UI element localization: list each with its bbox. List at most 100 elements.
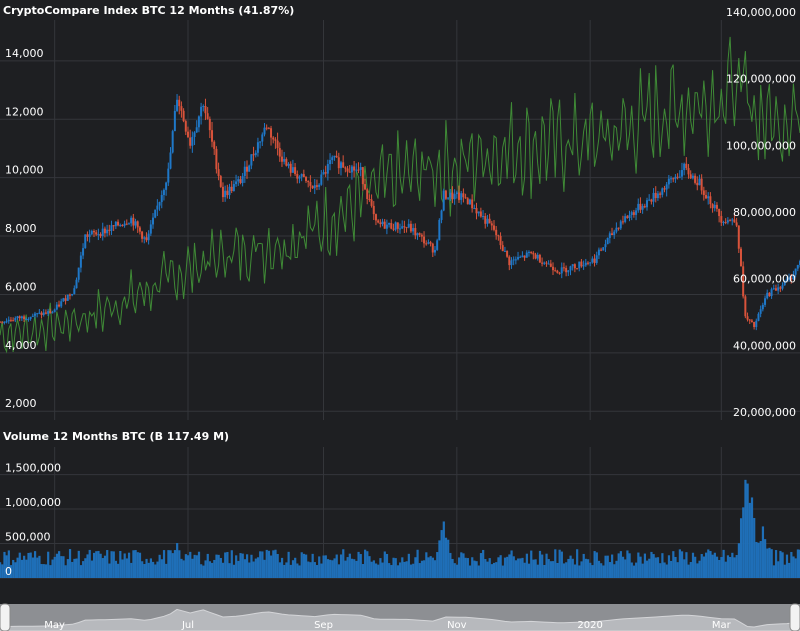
volume-bar: [471, 557, 474, 578]
volume-bar: [672, 551, 675, 578]
candle-body: [191, 136, 194, 146]
candle-body: [90, 231, 93, 235]
candle-body: [538, 254, 541, 263]
candle-body: [547, 263, 550, 265]
volume-bar: [466, 558, 469, 578]
candle-body: [322, 172, 325, 175]
candle-body: [431, 243, 434, 253]
candle-body: [357, 169, 360, 171]
volume-bar: [348, 553, 351, 578]
candle-body: [51, 312, 54, 314]
volume-bar: [125, 558, 128, 578]
volume-bar: [759, 541, 762, 578]
candle-body: [3, 321, 6, 323]
volume-bar: [495, 562, 498, 578]
candle-body: [453, 194, 456, 200]
candle-body: [311, 185, 314, 189]
volume-bar: [705, 552, 708, 578]
volume-bar: [724, 561, 727, 578]
candle-body: [237, 179, 240, 182]
volume-bar: [663, 562, 666, 578]
volume-bar: [475, 561, 478, 578]
volume-bar: [659, 563, 662, 578]
volume-bar: [420, 560, 424, 578]
candle-body: [125, 223, 128, 225]
volume-bar: [440, 530, 443, 578]
volume-bar: [79, 565, 83, 578]
navigator-left-handle[interactable]: [0, 603, 11, 631]
candle-body: [617, 227, 620, 229]
volume-bar: [204, 560, 207, 578]
volume-bar: [318, 556, 321, 578]
candle-body: [654, 192, 657, 199]
candle-body: [132, 217, 135, 226]
volume-bar: [567, 558, 570, 578]
volume-bar: [794, 558, 797, 578]
volume-bar: [294, 557, 297, 578]
candle-body: [396, 222, 399, 229]
candle-body: [298, 176, 301, 179]
candle-body: [565, 267, 568, 273]
candle-body: [735, 222, 738, 226]
volume-bar: [597, 560, 601, 578]
candle-body: [364, 184, 367, 190]
candle-body: [283, 159, 286, 162]
candle-body: [613, 231, 616, 236]
volume-bar: [71, 561, 74, 578]
volume-bar: [193, 554, 196, 578]
volume-axis-left: 0 500,000 1,000,000 1,500,000: [5, 462, 61, 578]
candle-body: [632, 212, 635, 215]
candle-body: [117, 221, 120, 226]
candle-body: [305, 177, 308, 182]
volume-bar: [700, 554, 703, 578]
volume-bar: [722, 549, 725, 578]
candle-body: [40, 312, 43, 315]
candle-body: [289, 163, 292, 173]
candle-body: [667, 178, 670, 185]
candle-body: [241, 176, 244, 184]
volume-bar: [75, 558, 78, 578]
volume-bar: [171, 553, 174, 578]
volume-bar: [593, 551, 596, 578]
volume-bar: [744, 479, 747, 578]
candle-body: [761, 304, 764, 310]
volume-bar: [103, 555, 107, 578]
volume-bar: [409, 564, 413, 578]
candle-body: [18, 316, 21, 319]
candle-body: [722, 222, 725, 224]
volume-bar: [665, 564, 668, 578]
volume-bar: [423, 560, 426, 578]
volume-bar: [29, 552, 32, 578]
candle-body: [486, 218, 489, 224]
volume-bar: [53, 556, 56, 578]
candle-body: [180, 106, 183, 111]
volume-bar: [628, 553, 631, 578]
volume-bar: [709, 551, 712, 578]
candle-body: [652, 192, 655, 202]
volume-bar: [143, 564, 146, 578]
candle-body: [228, 186, 231, 196]
candle-body: [27, 318, 30, 320]
volume-bar: [796, 549, 800, 578]
candle-body: [79, 255, 82, 268]
volume-bar: [781, 552, 784, 578]
candle-body: [591, 258, 594, 263]
volume-bar: [645, 560, 649, 578]
volume-bar: [678, 549, 681, 578]
candle-body: [29, 316, 32, 319]
volume-bar: [403, 561, 406, 578]
volume-bar: [92, 552, 96, 578]
candle-body: [361, 167, 364, 185]
price-tick-label: 12,000: [5, 105, 44, 118]
volume-bar: [586, 559, 590, 578]
volume-bar: [357, 551, 360, 578]
navigator-right-handle[interactable]: [789, 603, 800, 631]
candle-body: [68, 294, 71, 296]
candle-body: [580, 261, 583, 267]
candle-body: [429, 242, 432, 244]
candle-body: [285, 159, 288, 166]
candle-body: [794, 268, 797, 275]
volume-bar: [458, 557, 461, 578]
volume-bar: [322, 555, 325, 578]
